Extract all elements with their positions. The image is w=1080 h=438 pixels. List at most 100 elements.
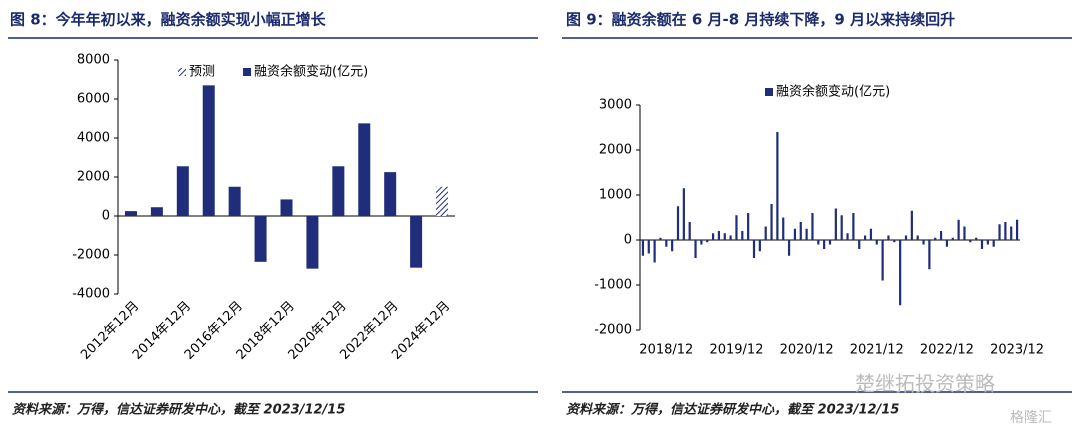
bar [998, 224, 1001, 240]
bar [834, 208, 837, 240]
bar [729, 235, 732, 240]
bar [694, 240, 697, 258]
bar [671, 240, 674, 252]
bar [717, 231, 721, 240]
bar [887, 235, 890, 240]
bar [1004, 222, 1007, 240]
bar [799, 222, 802, 240]
bar [969, 240, 972, 243]
bar [700, 240, 703, 245]
bar [706, 240, 709, 243]
y-tick-label: 4000 [77, 131, 110, 146]
bar [787, 240, 791, 256]
bar [254, 216, 267, 262]
bar [280, 199, 293, 216]
bar [641, 240, 645, 256]
bar [306, 216, 319, 269]
bar [881, 240, 884, 281]
bar [939, 231, 943, 240]
x-tick-label: 2020/12 [780, 343, 834, 358]
bar [665, 240, 668, 247]
bar [904, 235, 908, 240]
legend-label: 预测 [189, 65, 215, 80]
bar [735, 215, 738, 240]
chart-title: 图 8：今年年初以来，融资余额实现小幅正增长 [10, 11, 327, 29]
bar [957, 219, 960, 240]
bar [811, 213, 814, 240]
bar [741, 231, 744, 240]
bar [752, 240, 756, 258]
y-tick-label: 0 [102, 209, 110, 224]
bar [916, 235, 919, 240]
bar [358, 123, 371, 216]
bar [764, 226, 767, 240]
legend-swatch [243, 68, 252, 76]
bar [986, 240, 989, 245]
source: 资料来源：万得，信达证券研发中心，截至 2023/12/15 [12, 402, 345, 418]
y-tick-label: -4000 [72, 287, 110, 302]
x-tick-label: 2019/12 [709, 343, 763, 358]
bar [176, 166, 189, 216]
bar [202, 85, 215, 216]
bar [384, 172, 397, 216]
bar [840, 215, 843, 240]
bar [124, 211, 137, 216]
bar [793, 228, 797, 240]
bar [228, 186, 241, 216]
bar [723, 233, 726, 240]
bar [758, 240, 761, 252]
legend-label: 融资余额变动(亿元) [254, 64, 368, 80]
chart-title: 图 9：融资余额在 6 月-8 月持续下降，9 月以来持续回升 [566, 11, 955, 29]
y-tick-label: -1000 [594, 278, 632, 293]
bar [805, 228, 808, 240]
y-tick-label: 6000 [77, 92, 110, 107]
bar [1010, 226, 1013, 240]
bar [858, 240, 861, 249]
bar [863, 235, 867, 240]
bar [659, 237, 662, 240]
bar [846, 233, 849, 240]
bar [823, 240, 826, 249]
bar [688, 222, 691, 240]
bar [975, 237, 978, 240]
y-tick-label: 1000 [599, 188, 632, 203]
bar [963, 226, 966, 240]
x-tick-label: 2018/12 [639, 343, 693, 358]
bar [980, 240, 984, 249]
bar [852, 213, 855, 240]
legend-swatch [765, 88, 773, 96]
y-tick-label: 2000 [77, 170, 110, 185]
y-tick-label: 0 [624, 233, 632, 248]
bar [682, 188, 685, 240]
bar [945, 240, 949, 247]
bar [1015, 219, 1019, 240]
bar [410, 216, 423, 268]
watermark: 楚继拓投资策略 [855, 372, 995, 396]
legend-swatch [178, 68, 186, 76]
watermark: 格隆汇 [1010, 410, 1052, 426]
legend-label: 融资余额变动(亿元) [776, 84, 890, 100]
bar [928, 240, 931, 270]
bar [828, 240, 832, 245]
bar [747, 213, 750, 240]
x-tick-label: 2021/12 [850, 343, 904, 358]
y-tick-label: -2000 [594, 323, 632, 338]
bar [436, 186, 449, 216]
bar [992, 240, 995, 247]
bar [332, 166, 345, 216]
bar [875, 240, 878, 245]
y-tick-label: 2000 [599, 143, 632, 158]
bar [676, 206, 680, 240]
bar [647, 240, 650, 254]
bar [869, 228, 873, 240]
bar [951, 237, 954, 240]
bar [150, 207, 163, 216]
y-tick-label: 8000 [77, 53, 110, 68]
bar [893, 240, 896, 243]
bar [711, 233, 715, 240]
bar [770, 204, 773, 240]
x-tick-label: 2023/12 [990, 343, 1044, 358]
bar [776, 132, 779, 240]
y-tick-label: 3000 [599, 98, 632, 113]
